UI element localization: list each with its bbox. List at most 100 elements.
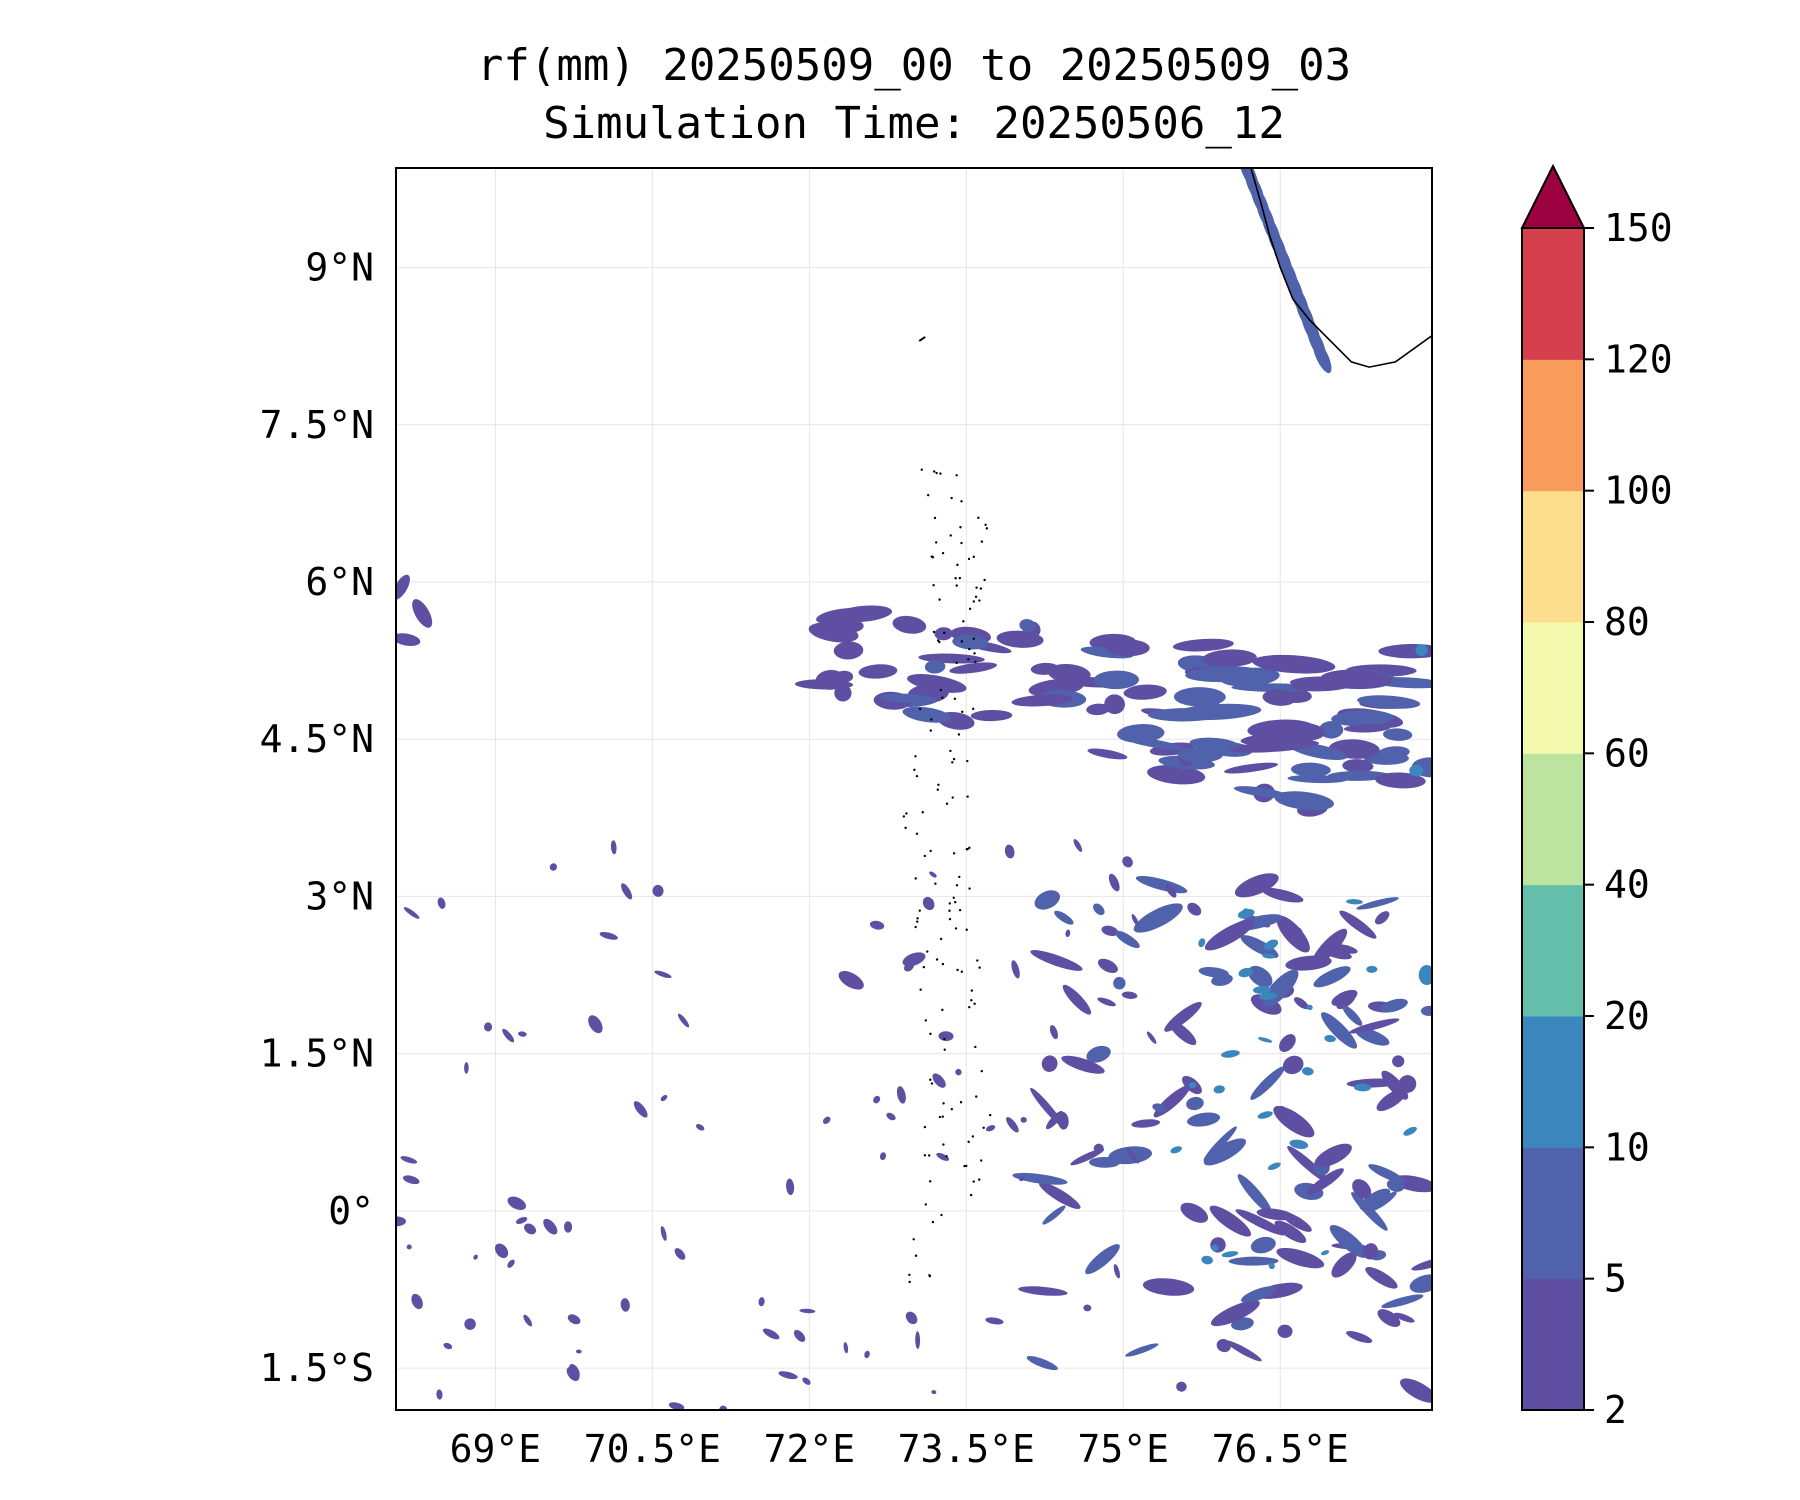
rain-cell <box>1375 772 1426 789</box>
island-dot <box>945 1155 948 1158</box>
island-dot <box>967 1140 970 1144</box>
rain-cell <box>1070 1148 1105 1166</box>
island-dot <box>928 1180 932 1183</box>
colorbar-tick-label: 120 <box>1604 337 1673 381</box>
rain-cell <box>880 693 937 704</box>
rain-cell <box>1012 1172 1068 1185</box>
rain-cell <box>1101 925 1119 937</box>
island-dot <box>916 920 919 923</box>
island-dot <box>924 1019 928 1022</box>
rain-cell <box>1380 998 1408 1013</box>
rain-cell <box>668 1402 685 1410</box>
rain-cell <box>936 1152 950 1161</box>
rain-cell <box>1273 1105 1315 1138</box>
rain-cell <box>1224 762 1279 774</box>
rain-core <box>1267 1162 1281 1171</box>
rain-cell <box>1202 649 1257 668</box>
island-dot <box>966 759 969 763</box>
rain-cell <box>802 1377 811 1385</box>
rain-cell <box>660 1094 668 1102</box>
island-dot <box>958 908 962 912</box>
island-dot <box>940 1213 943 1217</box>
rain-cell <box>1093 1143 1104 1154</box>
rain-core <box>1188 1082 1197 1089</box>
island-dot <box>985 527 989 530</box>
rain-cell <box>1061 1055 1105 1074</box>
rain-cell <box>436 1389 443 1400</box>
rain-cell <box>633 1101 648 1118</box>
rain-cell <box>402 1175 420 1185</box>
island-dot <box>936 788 939 791</box>
colorbar-segment <box>1522 1016 1584 1148</box>
rain-cell <box>1122 856 1133 868</box>
island-dot <box>983 578 986 582</box>
x-tick-label: 70.5°E <box>584 1427 721 1471</box>
y-tick-label: 3°N <box>305 874 374 918</box>
island-dot <box>958 576 962 580</box>
rain-cell <box>799 1308 816 1314</box>
rain-cell <box>778 1371 798 1380</box>
rain-cell <box>1342 1005 1363 1026</box>
island-dot <box>960 970 964 973</box>
island-dot <box>959 526 962 529</box>
rain-cell <box>1393 1312 1415 1323</box>
rain-cell <box>1097 958 1118 974</box>
rain-cell <box>411 1293 423 1310</box>
island-dot <box>955 884 959 887</box>
rain-cell <box>1240 1286 1277 1303</box>
rain-cell <box>1057 1112 1069 1130</box>
colorbar-segment <box>1522 359 1584 492</box>
rain-cell <box>1131 1119 1161 1128</box>
island-dot <box>975 586 978 589</box>
island-dot <box>963 1164 966 1168</box>
island-dot <box>908 1273 911 1277</box>
rain-core <box>1170 1146 1182 1154</box>
rain-cell <box>494 1243 509 1259</box>
island-dot <box>973 1002 976 1006</box>
island-dot <box>922 965 926 969</box>
island-dot <box>938 640 941 644</box>
rain-cell <box>1047 663 1091 684</box>
island-dot <box>952 757 956 761</box>
rain-cell <box>1237 1174 1273 1215</box>
x-tick-label: 76.5°E <box>1212 1427 1349 1471</box>
island-dot <box>961 710 964 714</box>
rain-cell <box>1274 791 1334 811</box>
rain-cell <box>543 1218 558 1235</box>
rain-cell <box>1331 1252 1357 1278</box>
rain-cell <box>1368 1164 1406 1184</box>
x-axis: 69°E 70.5°E 72°E 73.5°E 75°E 76.5°E <box>450 1427 1349 1471</box>
rain-cell <box>1093 903 1105 916</box>
colorbar-tick-label: 60 <box>1604 731 1650 775</box>
rain-cell <box>1327 770 1391 781</box>
island-dot <box>976 959 979 962</box>
rain-cell <box>1073 839 1083 852</box>
island-dot <box>978 966 981 969</box>
rain-cell <box>1252 654 1336 674</box>
rain-cell <box>1378 644 1432 659</box>
island-dot <box>974 595 978 599</box>
colorbar-tick-label: 10 <box>1604 1125 1650 1169</box>
island-dot <box>926 950 929 953</box>
island-dot <box>988 1113 992 1117</box>
rain-cell <box>1180 1202 1209 1223</box>
island-dot <box>950 1107 954 1111</box>
rain-cell <box>1352 1179 1372 1199</box>
rain-cell <box>1125 1343 1159 1357</box>
colorbar: 2 5 10 20 40 60 80 100 120 150 <box>1520 163 1673 1432</box>
island-dot <box>982 1126 985 1130</box>
rain-cell <box>1126 1147 1139 1164</box>
rain-cell <box>1186 1096 1204 1111</box>
rain-core <box>1198 938 1206 948</box>
island-dot <box>905 812 908 815</box>
rain-cell <box>1314 1143 1352 1168</box>
rain-cell <box>1019 1176 1025 1182</box>
rain-core <box>1415 644 1428 657</box>
island-dot <box>956 968 959 972</box>
island-dot <box>942 1143 945 1146</box>
rain-cell <box>518 1031 527 1037</box>
rain-cell <box>1276 915 1310 953</box>
y-tick-label: 1.5°N <box>260 1032 374 1076</box>
rain-cell <box>1011 960 1020 979</box>
colorbar-tick-label: 40 <box>1604 863 1650 907</box>
